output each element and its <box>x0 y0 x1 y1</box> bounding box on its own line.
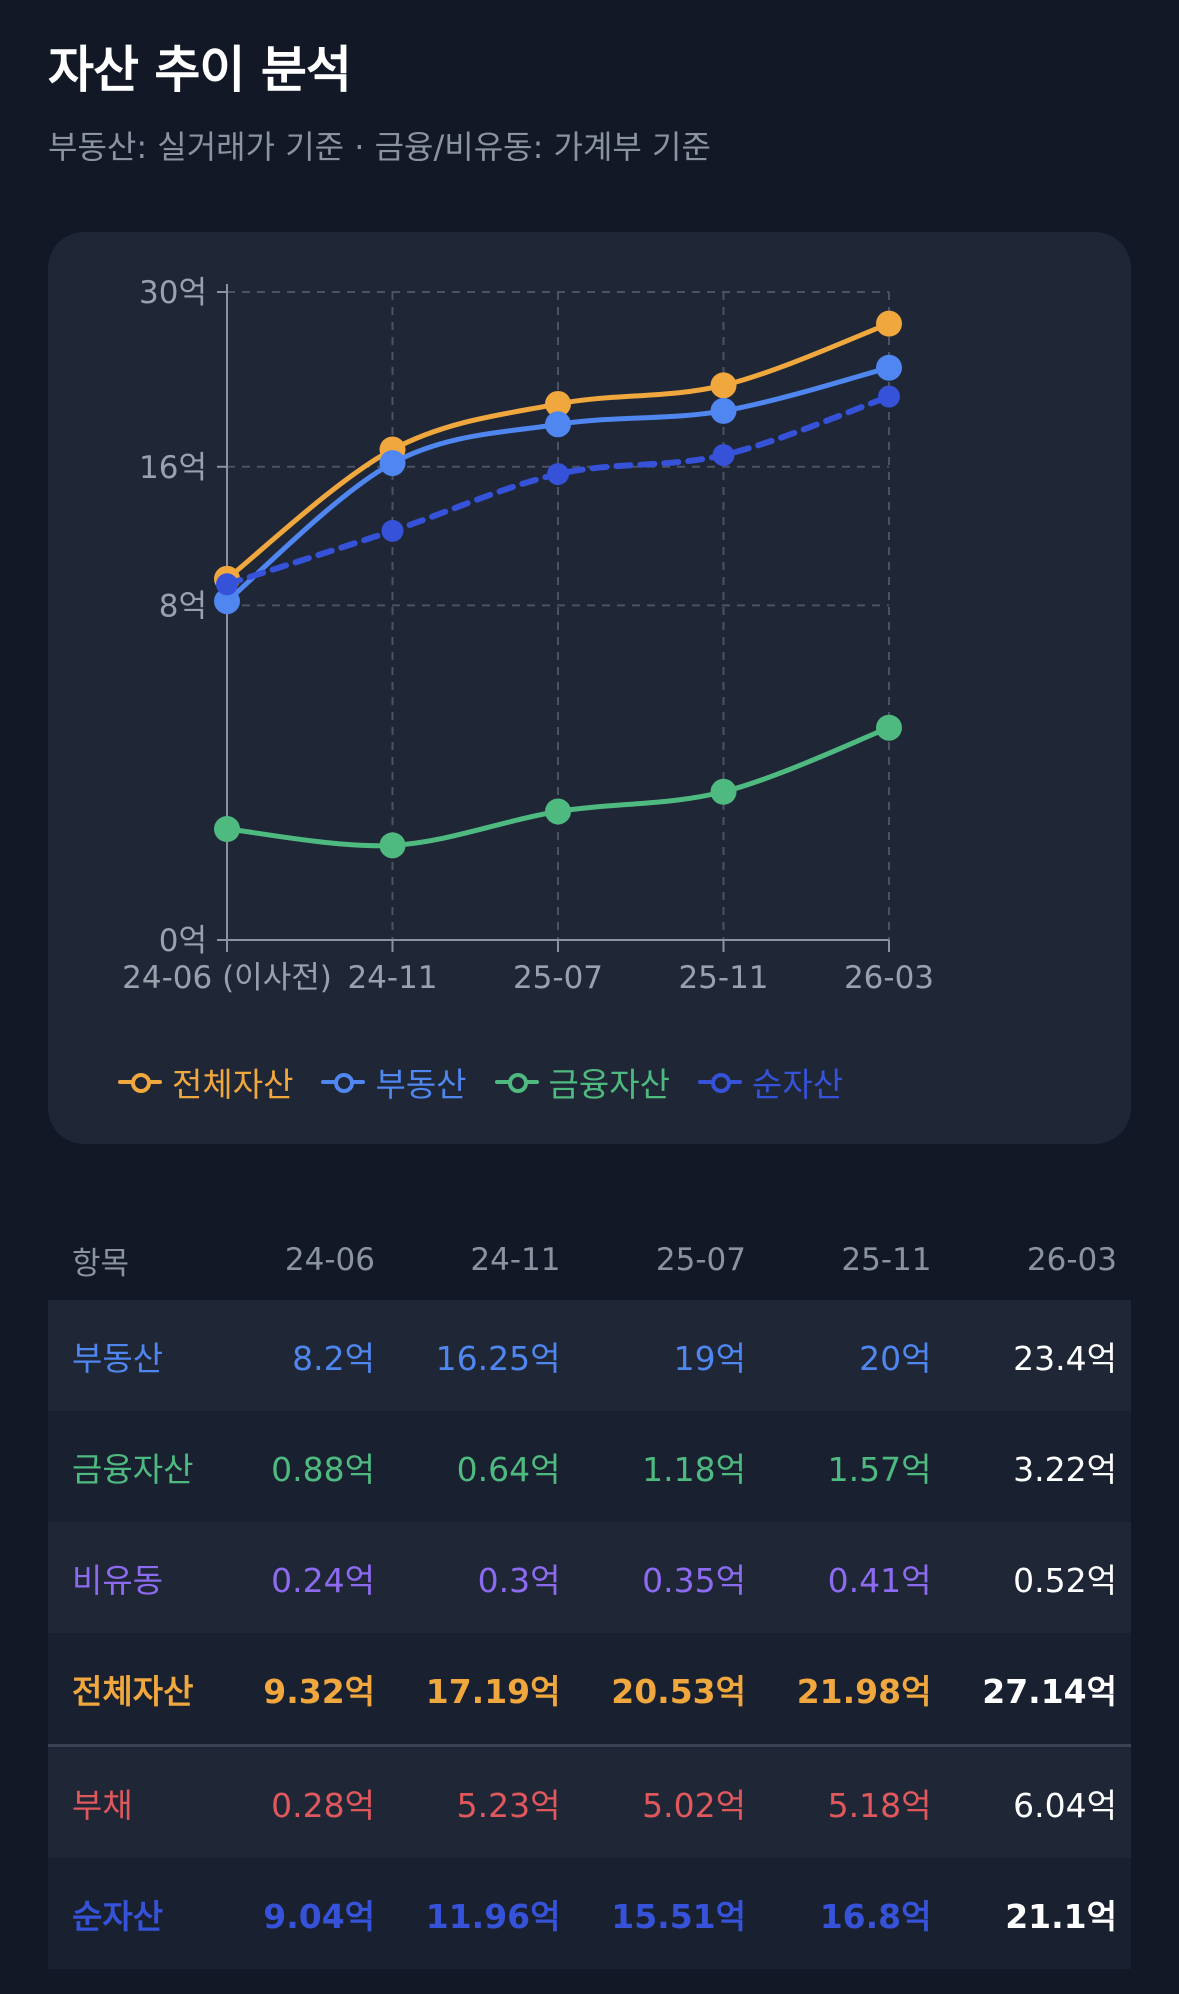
table-row: 전체자산 9.32억 17.19억 20.53억 21.98억 27.14억 <box>48 1633 1131 1746</box>
table-row: 비유동 0.24억 0.3억 0.35억 0.41억 0.52억 <box>48 1522 1131 1633</box>
table-cell: 1.57억 <box>827 1449 932 1489</box>
chart-card: 30억 16억 8억 0억 24-06 (이사전) 24-11 25-07 25-11 26-0… <box>48 232 1131 1144</box>
table-cell: 6.04억 <box>945 1744 1131 1858</box>
table-cell: 1.18억 <box>642 1449 746 1489</box>
table-cell: 0.41억 <box>827 1560 932 1600</box>
table-cell: 0.24억 <box>271 1560 376 1600</box>
y-tick-label: 30억 <box>139 275 207 311</box>
table-cell: 3.22억 <box>1013 1449 1117 1489</box>
table-header-row: 항목 24-06 24-11 25-07 25-11 26-03 <box>48 1220 1131 1300</box>
legend-item-total[interactable]: 전체자산 <box>118 1058 293 1106</box>
y-tick-label: 8억 <box>159 588 207 624</box>
table-cell: 0.52억 <box>1013 1560 1117 1600</box>
series-line-total <box>224 321 892 582</box>
table-cell: 23.4억 <box>1013 1338 1117 1378</box>
data-point-net <box>547 463 569 486</box>
x-tick-label: 25-07 <box>513 960 603 996</box>
x-tick-label: 24-06 (이사전) <box>122 960 332 996</box>
table-cell: 21.98억 <box>796 1671 932 1711</box>
data-point-net <box>878 385 900 408</box>
table-cell: 0.28억 <box>229 1744 390 1858</box>
x-tick-label: 25-11 <box>678 960 768 996</box>
row-label: 전체자산 <box>72 1671 194 1711</box>
table-cell: 0.64억 <box>456 1449 561 1489</box>
data-point-real_estate <box>214 588 240 615</box>
table-cell: 5.23억 <box>389 1744 575 1858</box>
row-label: 부채 <box>48 1744 230 1858</box>
table-row: 부채 0.28억 5.23억 5.02억 5.18억 6.04억 <box>48 1744 1131 1858</box>
legend-swatch-icon <box>321 1072 366 1093</box>
row-label: 비유동 <box>72 1560 164 1600</box>
table-cell: 0.88억 <box>271 1449 376 1489</box>
table-cell: 16.8억 <box>819 1896 932 1936</box>
table-cell: 11.96억 <box>425 1896 561 1936</box>
table-cell: 16.25억 <box>435 1338 561 1378</box>
table-header-cell: 24-11 <box>470 1242 561 1278</box>
legend-swatch-icon <box>698 1072 742 1093</box>
table-cell: 19억 <box>673 1338 746 1378</box>
legend-swatch-icon <box>118 1072 162 1093</box>
table-cell: 9.32억 <box>263 1671 376 1711</box>
data-point-real_estate <box>545 411 571 438</box>
table-header-cell: 25-07 <box>655 1242 746 1278</box>
chart-legend: 전체자산 부동산 금융자산 순자산 <box>118 1058 843 1106</box>
data-point-financial <box>545 798 571 825</box>
x-tick-label: 24-11 <box>347 960 437 996</box>
row-label: 금융자산 <box>72 1449 194 1489</box>
table-header-cell: 항목 <box>72 1245 130 1282</box>
y-tick-label: 0억 <box>159 923 207 959</box>
data-point-net <box>216 573 238 596</box>
table-cell: 9.04억 <box>263 1896 376 1936</box>
legend-label: 순자산 <box>752 1065 844 1104</box>
page-subtitle: 부동산: 실거래가 기준 · 금융/비유동: 가계부 기준 <box>48 128 711 166</box>
data-point-real_estate <box>876 354 902 381</box>
data-point-financial <box>214 816 240 843</box>
legend-label: 부동산 <box>375 1065 467 1104</box>
data-point-total <box>710 372 737 399</box>
data-point-net <box>712 444 735 467</box>
data-point-real_estate <box>710 397 737 424</box>
table-cell: 0.3억 <box>477 1560 561 1600</box>
table-row: 부동산 8.2억 16.25억 19억 20억 23.4억 <box>48 1300 1131 1411</box>
legend-label: 전체자산 <box>172 1065 294 1104</box>
table-cell: 17.19억 <box>425 1671 561 1711</box>
legend-item-real_estate[interactable]: 부동산 <box>321 1058 467 1106</box>
legend-swatch-icon <box>494 1072 539 1093</box>
data-point-financial <box>710 778 737 805</box>
data-point-net <box>381 519 404 542</box>
data-point-financial <box>876 714 902 741</box>
table-cell: 21.1억 <box>1005 1896 1117 1936</box>
legend-label: 금융자산 <box>548 1065 670 1104</box>
legend-item-net[interactable]: 순자산 <box>698 1058 843 1106</box>
data-point-financial <box>379 832 406 859</box>
row-label: 부동산 <box>72 1338 164 1378</box>
legend-item-financial[interactable]: 금융자산 <box>494 1058 670 1106</box>
table-cell: 20.53억 <box>611 1671 746 1711</box>
data-point-real_estate <box>379 450 406 477</box>
table-cell: 15.51억 <box>611 1896 746 1936</box>
table-cell: 20억 <box>859 1338 932 1378</box>
asset-table: 항목 24-06 24-11 25-07 25-11 26-03 부동산 8.2억 16.25… <box>48 1220 1131 1969</box>
table-header-cell: 25-11 <box>841 1242 932 1278</box>
table-cell: 8.2억 <box>292 1338 376 1378</box>
y-tick-label: 16억 <box>139 450 207 486</box>
table-cell: 5.18억 <box>759 1744 946 1858</box>
x-tick-label: 26-03 <box>844 960 934 996</box>
page-title: 자산 추이 분석 <box>48 41 352 99</box>
table-header-cell: 24-06 <box>284 1242 376 1278</box>
table-row: 금융자산 0.88억 0.64억 1.18억 1.57억 3.22억 <box>48 1411 1131 1522</box>
table-cell: 27.14억 <box>982 1671 1117 1711</box>
table-row: 순자산 9.04억 11.96억 15.51억 16.8억 21.1억 <box>48 1858 1131 1969</box>
data-point-total <box>876 310 902 337</box>
row-label: 순자산 <box>72 1896 164 1936</box>
table-header-cell: 26-03 <box>1026 1242 1117 1278</box>
data-point-total <box>545 390 571 417</box>
table-cell: 5.02억 <box>574 1744 760 1858</box>
table-cell: 0.35억 <box>642 1560 746 1600</box>
